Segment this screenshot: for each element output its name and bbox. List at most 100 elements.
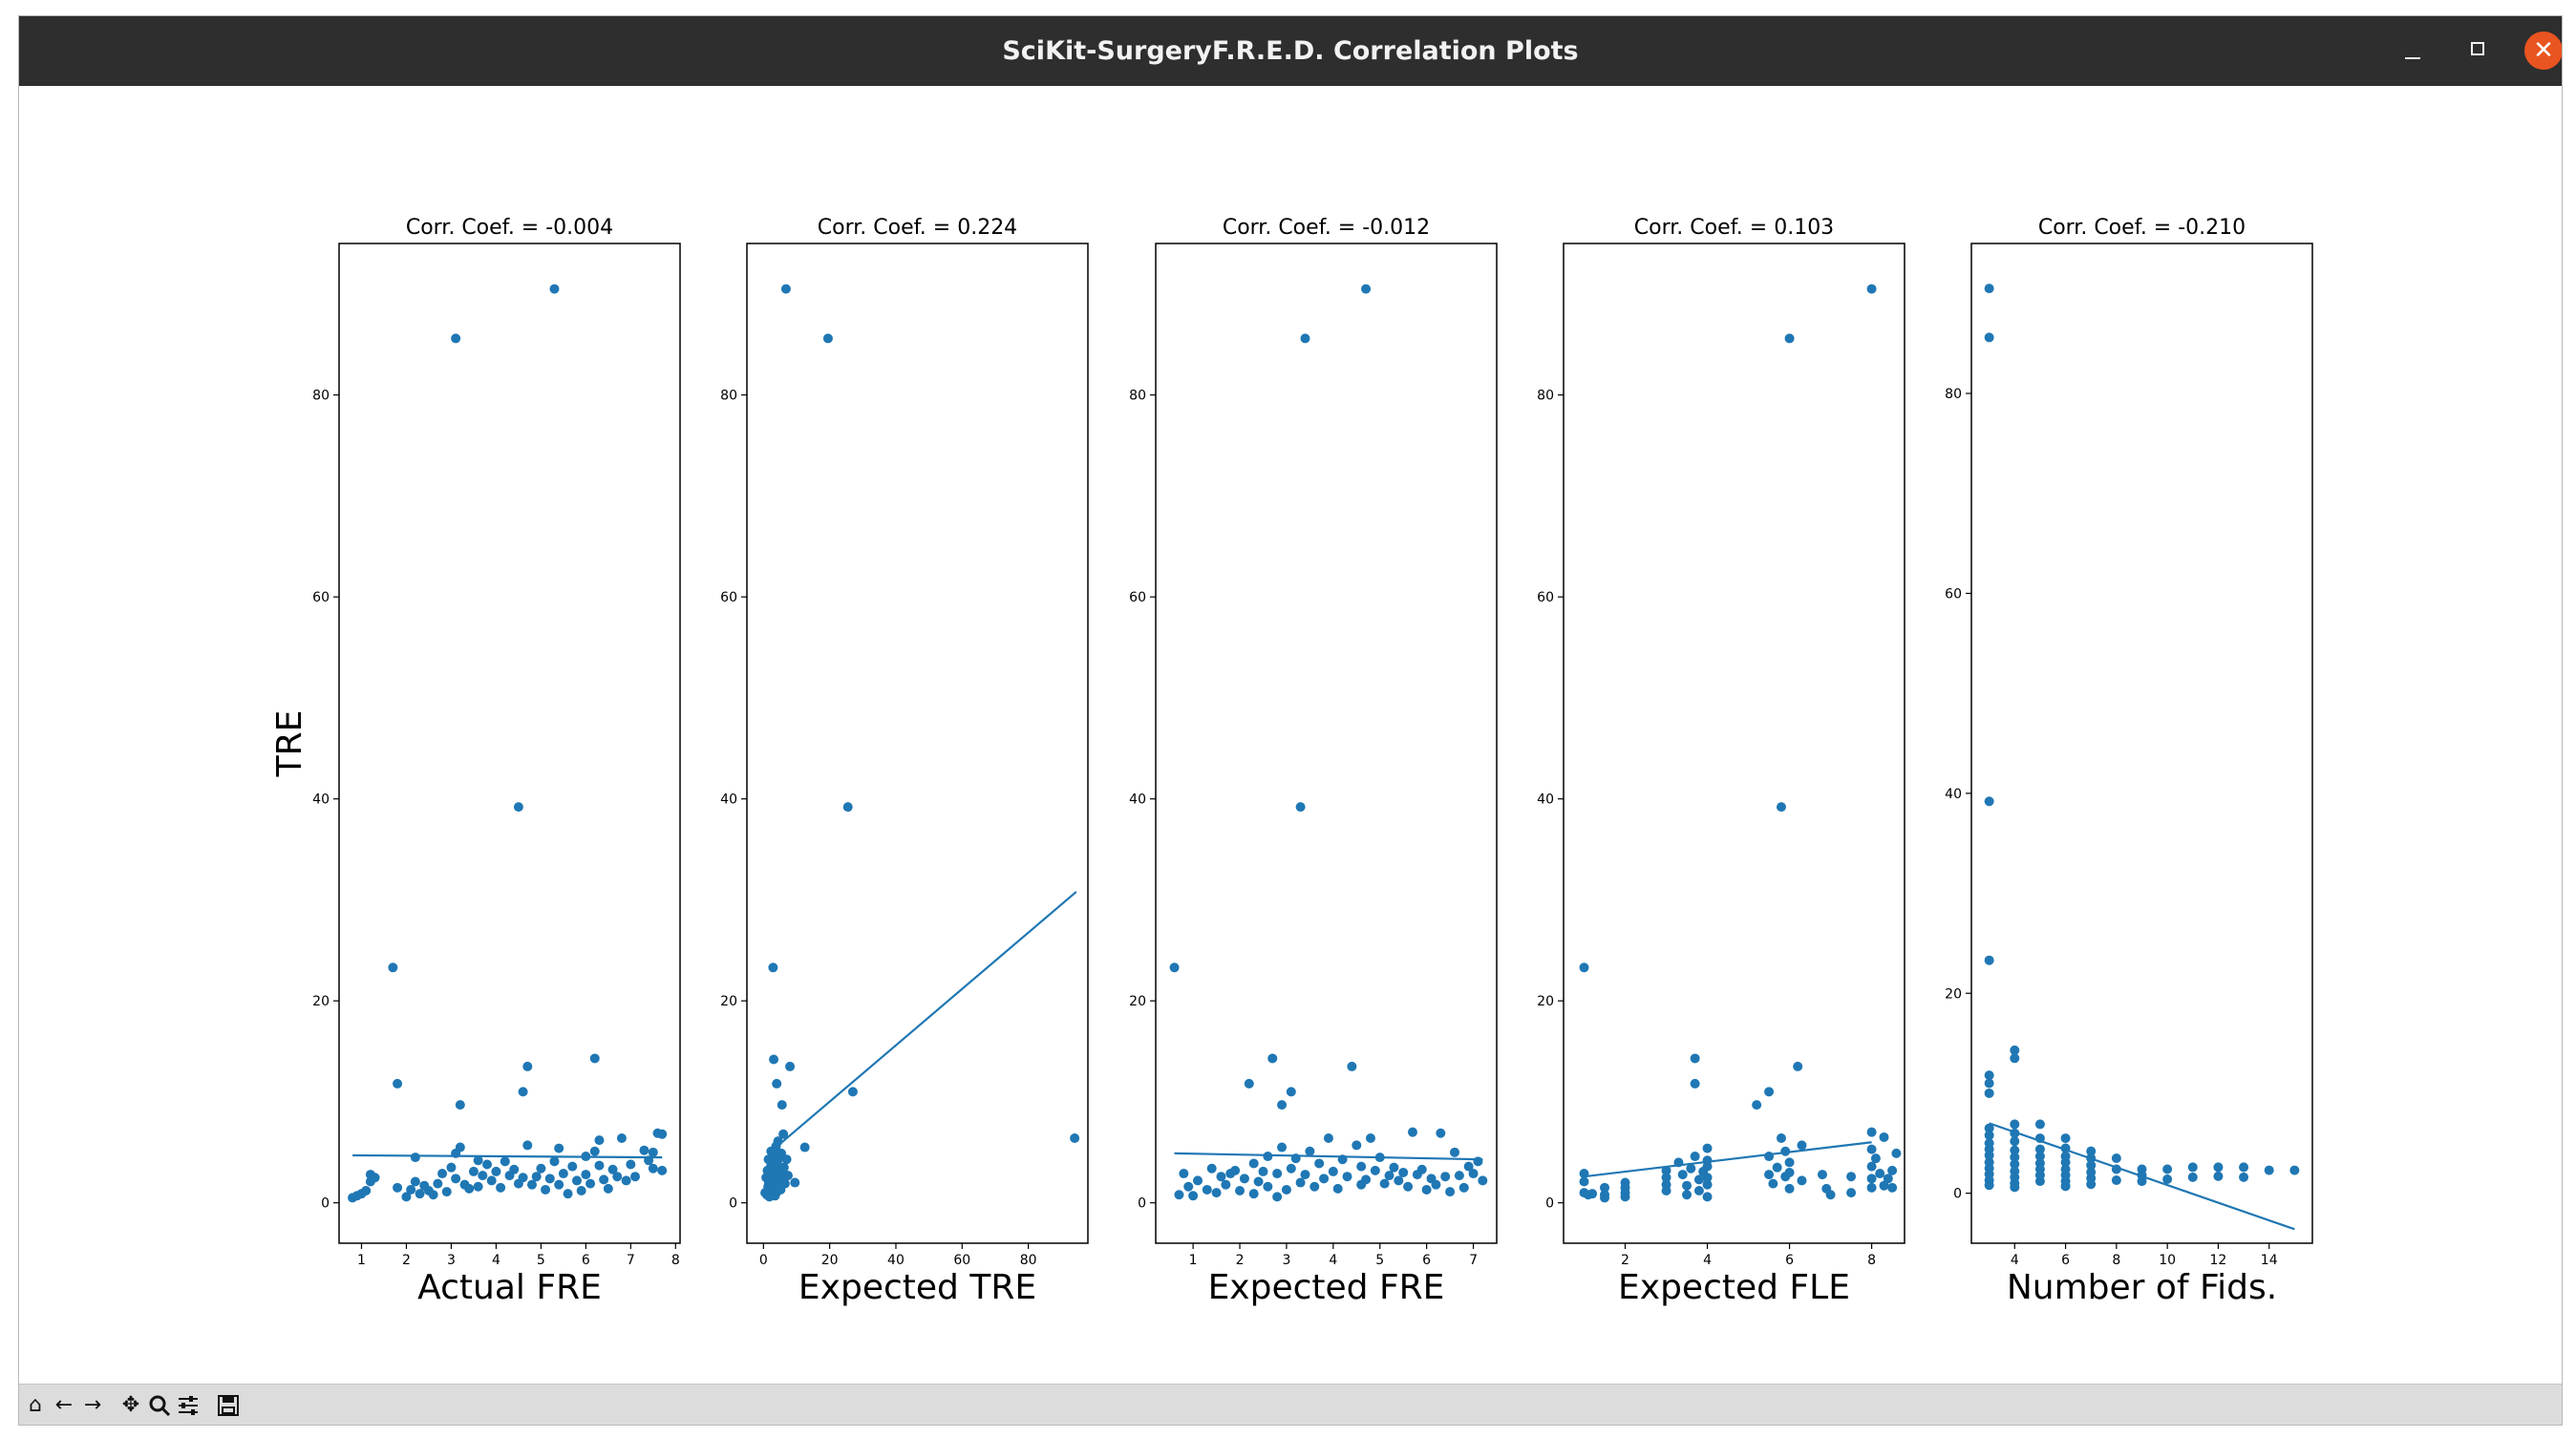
data-point — [1768, 1178, 1778, 1189]
y-tick-label: 80 — [312, 389, 330, 404]
data-point — [558, 1169, 568, 1179]
data-point — [1587, 1189, 1598, 1199]
data-point — [768, 962, 778, 973]
data-point — [1984, 1180, 1994, 1191]
data-point — [599, 1174, 609, 1185]
x-tick-label: 5 — [1375, 1253, 1384, 1268]
data-point — [2187, 1162, 2198, 1173]
pan-icon[interactable]: ✥ — [121, 1393, 140, 1417]
data-point — [567, 1161, 578, 1172]
x-tick-label: 1 — [357, 1253, 366, 1268]
data-point — [1309, 1181, 1320, 1192]
data-point — [2010, 1053, 2020, 1064]
data-point — [1984, 1130, 1994, 1140]
x-tick-label: 5 — [537, 1253, 545, 1268]
maximize-button[interactable] — [2459, 32, 2498, 70]
y-tick-label: 80 — [1129, 389, 1146, 404]
data-point — [1221, 1179, 1231, 1190]
data-point — [799, 1142, 810, 1153]
y-tick-label: 60 — [1945, 586, 1962, 602]
forward-arrow-icon[interactable]: → — [83, 1393, 102, 1417]
data-point — [778, 1129, 789, 1139]
minimize-button[interactable] — [2394, 32, 2432, 70]
data-point — [1449, 1147, 1459, 1157]
data-point — [437, 1169, 448, 1179]
data-point — [1398, 1167, 1409, 1177]
data-point — [1866, 284, 1877, 294]
data-point — [1239, 1174, 1249, 1184]
back-arrow-icon[interactable]: ← — [54, 1393, 74, 1417]
data-point — [822, 333, 833, 344]
data-point — [1887, 1165, 1898, 1175]
data-point — [1216, 1172, 1226, 1182]
data-point — [1370, 1165, 1380, 1175]
y-tick-label: 60 — [1129, 590, 1146, 605]
data-point — [468, 1166, 479, 1176]
data-point — [1323, 1133, 1333, 1144]
data-point — [370, 1173, 380, 1183]
data-point — [1797, 1175, 1807, 1186]
x-axis-label-4: Expected FLE — [1618, 1268, 1850, 1307]
data-point — [1887, 1182, 1898, 1193]
y-tick-label: 20 — [1945, 986, 1962, 1002]
data-point — [1248, 1158, 1259, 1169]
data-point — [455, 1100, 465, 1110]
home-icon[interactable]: ⌂ — [29, 1393, 42, 1417]
plot-frame-2 — [746, 243, 1089, 1244]
y-tick-label: 0 — [1953, 1187, 1962, 1202]
y-axis-label: TRE — [270, 710, 309, 778]
data-point — [1752, 1100, 1762, 1110]
x-tick-label: 1 — [1189, 1253, 1198, 1268]
data-point — [1682, 1190, 1692, 1200]
data-point — [518, 1087, 528, 1097]
data-point — [1846, 1172, 1857, 1182]
x-tick-label: 4 — [1329, 1253, 1337, 1268]
data-point — [1817, 1170, 1827, 1180]
zoom-icon[interactable] — [147, 1393, 172, 1418]
data-point — [847, 1087, 858, 1097]
data-point — [1230, 1165, 1241, 1175]
data-point — [1193, 1175, 1203, 1186]
data-point — [1342, 1172, 1352, 1182]
x-axis-label-2: Expected TRE — [798, 1268, 1036, 1307]
data-point — [1468, 1169, 1479, 1179]
data-point — [1600, 1193, 1610, 1203]
data-point — [2239, 1162, 2249, 1173]
data-point — [500, 1156, 510, 1167]
data-point — [1797, 1140, 1807, 1151]
data-point — [1620, 1192, 1630, 1202]
data-point — [1332, 1183, 1343, 1194]
plot-frame-4 — [1563, 243, 1905, 1244]
data-point — [1702, 1173, 1713, 1183]
figure-canvas[interactable]: Corr. Coef. = -0.004 Actual FRE TRE 1 2 3 4 5 6 7… — [19, 86, 2562, 1401]
data-point — [1183, 1181, 1194, 1192]
x-tick-label: 20 — [821, 1253, 839, 1268]
y-tick-label: 0 — [1138, 1196, 1146, 1212]
data-point — [1702, 1143, 1713, 1153]
data-point — [554, 1143, 564, 1153]
x-tick-label: 40 — [887, 1253, 905, 1268]
data-point — [777, 1100, 787, 1110]
configure-subplots-icon[interactable] — [176, 1393, 201, 1418]
data-point — [544, 1174, 555, 1184]
close-button[interactable]: ✕ — [2524, 32, 2562, 70]
data-point — [1473, 1156, 1483, 1167]
data-point — [1263, 1181, 1273, 1192]
title-bar[interactable]: SciKit-SurgeryF.R.E.D. Correlation Plots… — [19, 16, 2562, 86]
data-point — [1403, 1181, 1414, 1192]
data-point — [1211, 1188, 1222, 1198]
data-point — [2034, 1119, 2045, 1130]
data-point — [1188, 1191, 1199, 1201]
x-tick-label: 6 — [2061, 1253, 2070, 1268]
data-point — [513, 802, 523, 813]
data-point — [1445, 1187, 1456, 1197]
data-point — [1693, 1174, 1704, 1185]
data-point — [630, 1172, 641, 1182]
data-point — [1248, 1189, 1259, 1199]
data-point — [1319, 1174, 1330, 1184]
save-icon[interactable] — [216, 1393, 241, 1418]
data-point — [446, 1162, 457, 1173]
y-tick-label: 80 — [1537, 389, 1554, 404]
x-tick-label: 3 — [447, 1253, 456, 1268]
x-tick-label: 4 — [1703, 1253, 1712, 1268]
